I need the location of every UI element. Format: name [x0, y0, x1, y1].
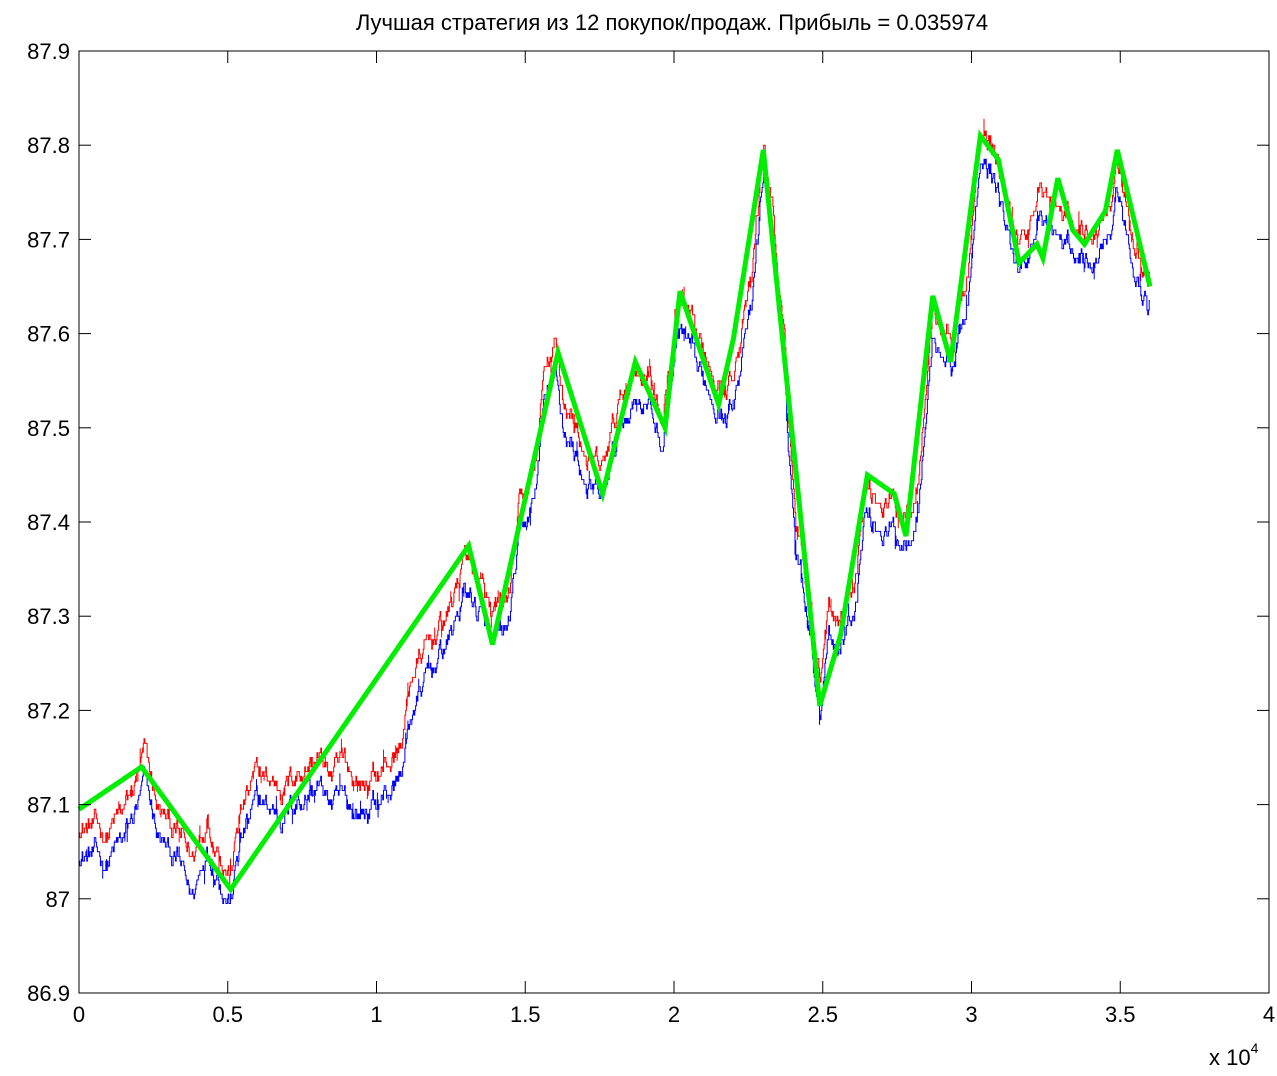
y-tick-label: 87.6: [27, 322, 70, 347]
y-tick-label: 87.7: [27, 227, 70, 252]
series-layer: [77, 118, 1153, 904]
y-tick-label: 86.9: [27, 981, 70, 1006]
x-tick-label: 2.5: [807, 1002, 838, 1027]
bid-price-series-line: [79, 158, 1150, 904]
y-tick-label: 87.8: [27, 133, 70, 158]
x-tick-label: 2: [668, 1002, 680, 1027]
chart-title: Лучшая стратегия из 12 покупок/продаж. П…: [356, 10, 988, 35]
y-tick-label: 87.5: [27, 416, 70, 441]
y-tick-label: 87.1: [27, 793, 70, 818]
y-tick-label: 87: [46, 887, 70, 912]
strategy-series-line: [77, 129, 1153, 894]
ask-price-series-line: [79, 118, 1150, 885]
x-tick-label: 3: [965, 1002, 977, 1027]
x-exponent-base: x 10: [1209, 1045, 1251, 1070]
y-tick-label: 87.4: [27, 510, 70, 535]
y-tick-label: 87.9: [27, 39, 70, 64]
x-tick-label: 0.5: [212, 1002, 243, 1027]
x-tick-label: 0: [73, 1002, 85, 1027]
x-exponent-power: 4: [1251, 1040, 1259, 1056]
x-tick-label: 4: [1263, 1002, 1275, 1027]
y-tick-label: 87.2: [27, 698, 70, 723]
axis-layer: 0 0.5 1 1.5 2 2.5 3 3.5 4 86.9 87 87.1 87.2 87.3 87.4 8…: [27, 39, 1275, 1027]
x-tick-label: 1.5: [510, 1002, 541, 1027]
y-tick-label: 87.3: [27, 604, 70, 629]
x-axis-exponent: x 104: [1209, 1040, 1259, 1070]
x-tick-label: 3.5: [1105, 1002, 1136, 1027]
x-tick-label: 1: [370, 1002, 382, 1027]
